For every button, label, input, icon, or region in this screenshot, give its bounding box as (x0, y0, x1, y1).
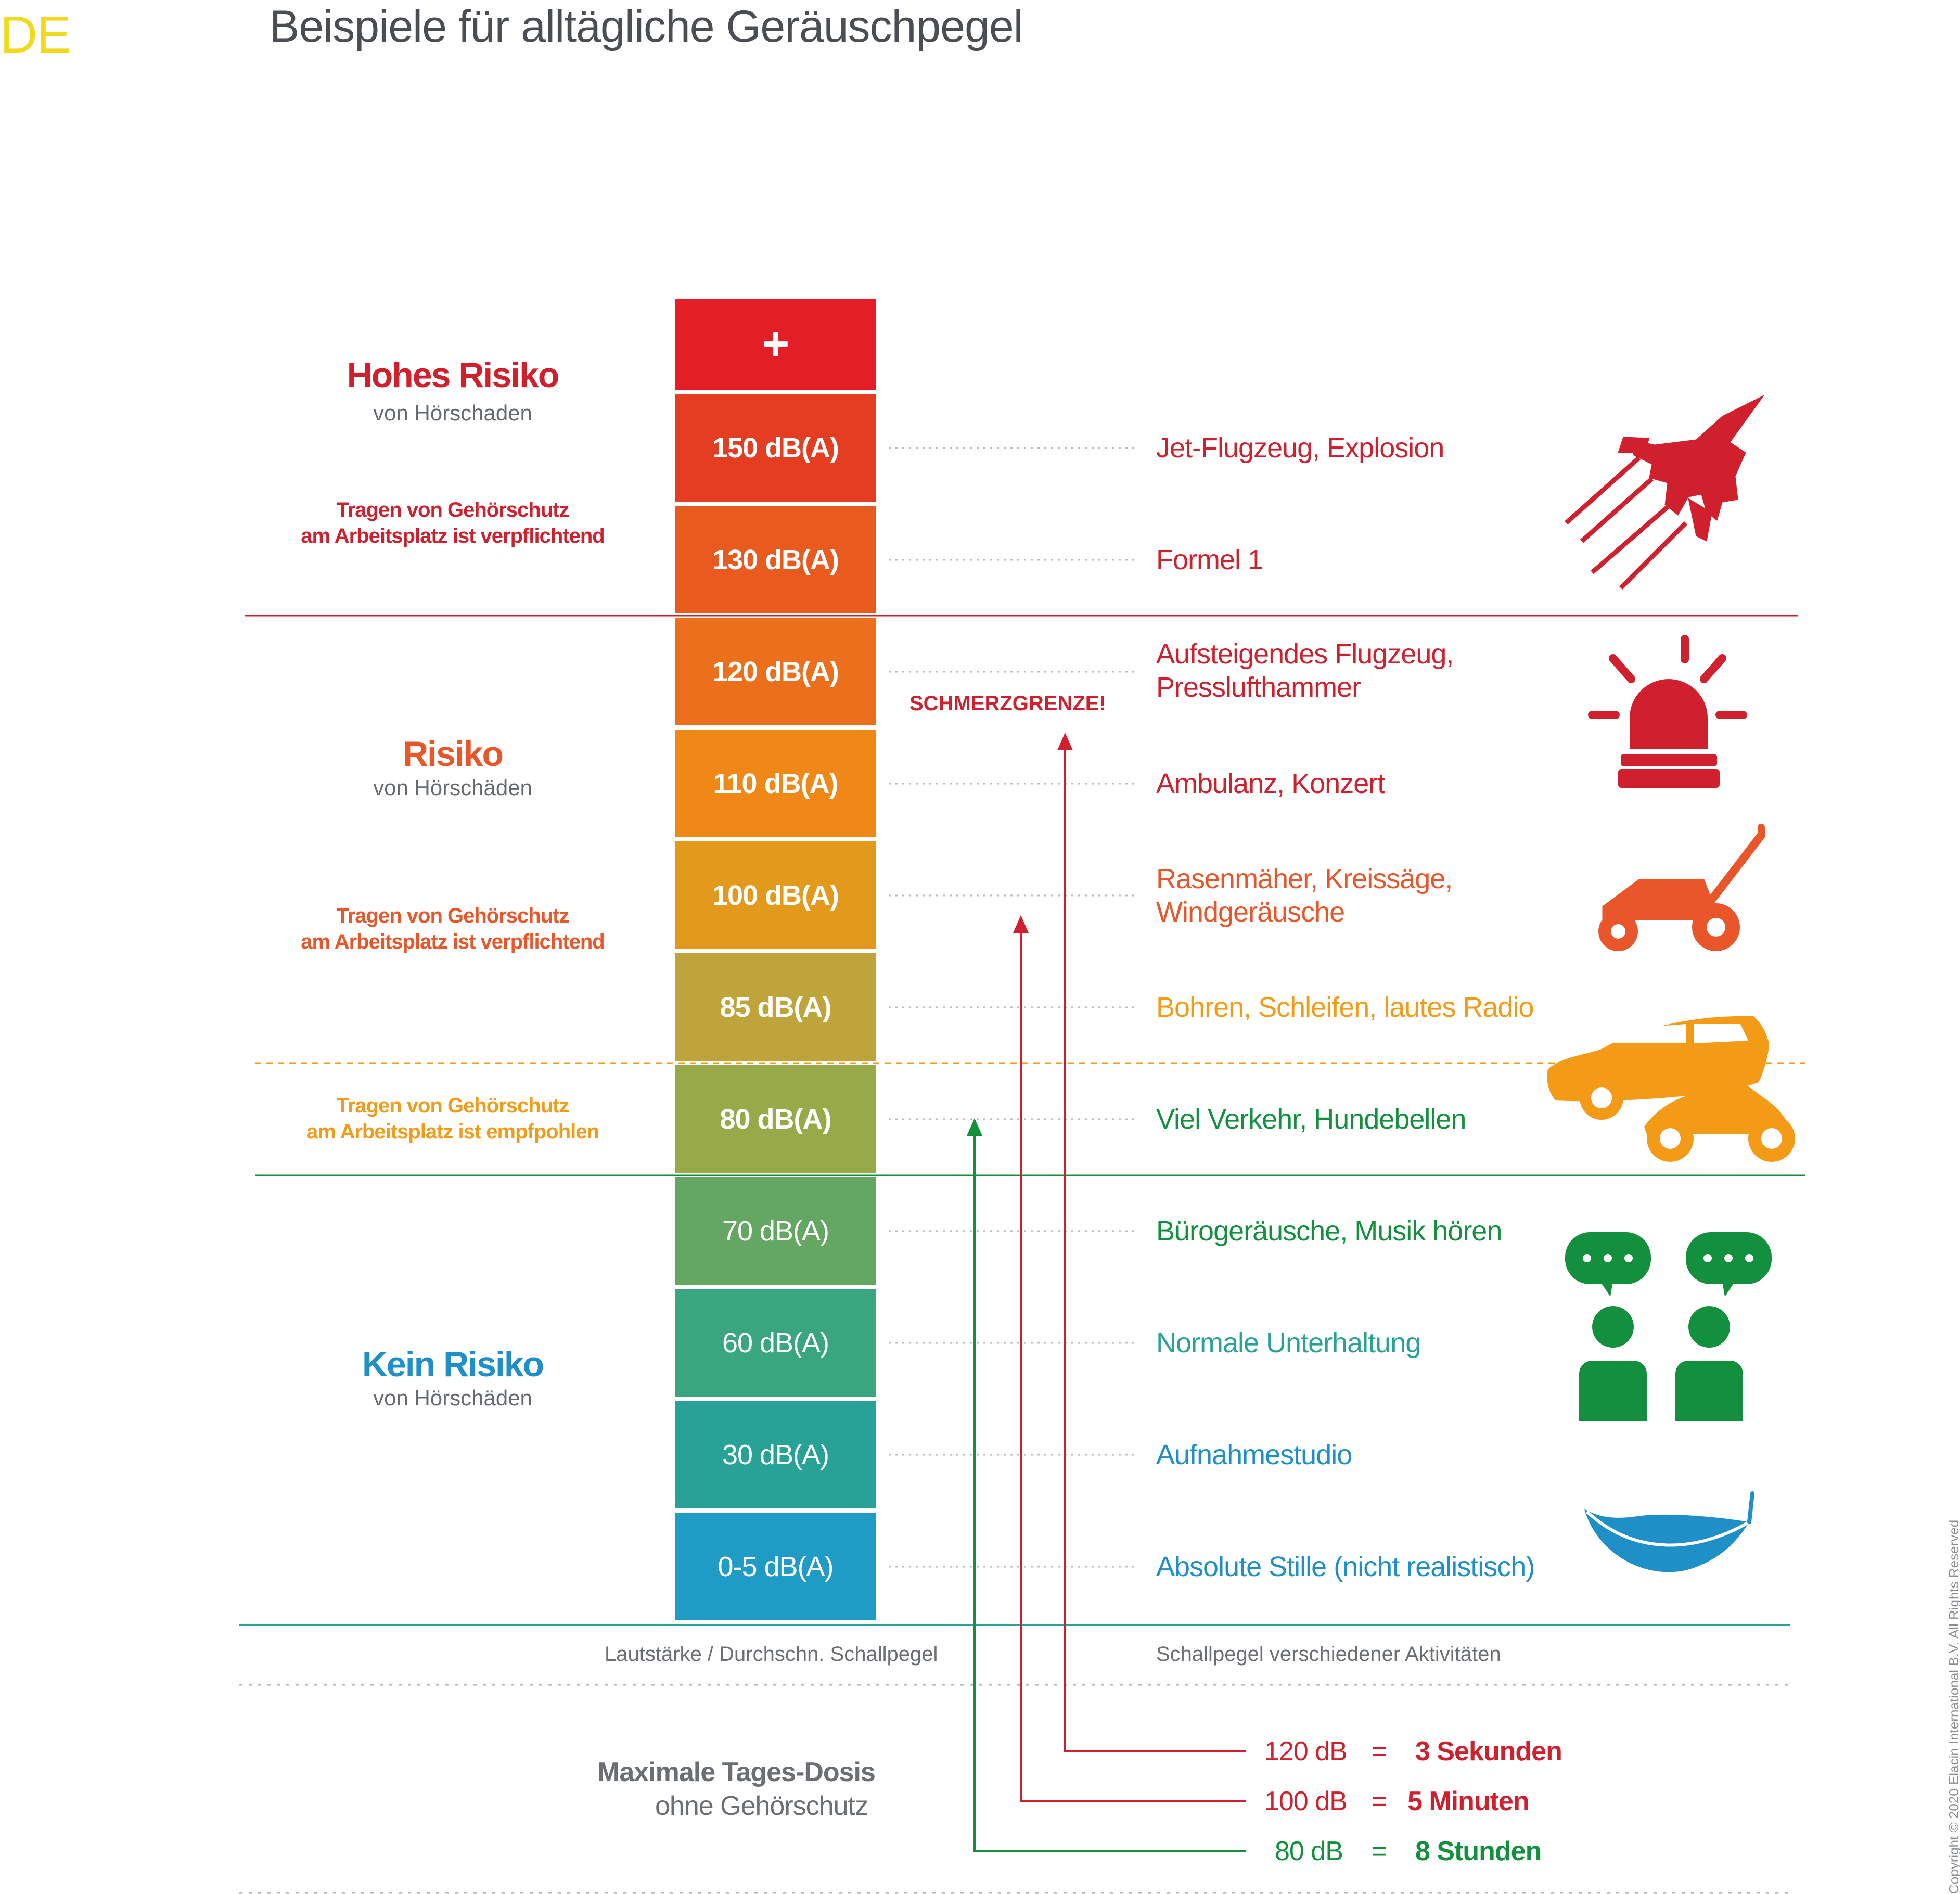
leader-lines (889, 447, 1139, 1568)
dose-level: 80 dB (1275, 1836, 1343, 1866)
activity-label: Viel Verkehr, Hundebellen (1156, 1104, 1466, 1135)
activity-label: Aufnahmestudio (1156, 1439, 1352, 1470)
siren-icon (1588, 635, 1747, 788)
activity-label: Jet-Flugzeug, Explosion (1156, 432, 1444, 464)
dose-level: 120 dB (1264, 1736, 1348, 1767)
scale-cell: + (675, 299, 876, 390)
dose-equals: = (1372, 1786, 1387, 1816)
activity-label: Bohren, Schleifen, lautes Radio (1156, 992, 1534, 1023)
lawnmower-icon (1598, 824, 1765, 951)
dose-equals: = (1372, 1736, 1387, 1767)
dose-equals: = (1372, 1836, 1387, 1866)
zone-safe-title: Kein Risiko (362, 1345, 544, 1384)
arrow-80db (973, 1131, 1246, 1852)
scale-cell: 80 dB(A) (675, 1065, 876, 1173)
activity-label: Formel 1 (1156, 544, 1263, 575)
pain-threshold-label: SCHMERZGRENZE! (909, 692, 1106, 715)
jet-icon (1565, 395, 1764, 590)
scale-cell: 85 dB(A) (675, 953, 876, 1061)
zone-high-note: Tragen von Gehörschutz am Arbeitsplatz i… (301, 498, 605, 547)
scale-cell: 110 dB(A) (675, 730, 876, 837)
scale-cell: 70 dB(A) (675, 1177, 876, 1285)
scale-cell: 100 dB(A) (675, 841, 876, 949)
zone-high-title: Hohes Risiko (347, 355, 560, 395)
activity-label: Rasenmäher, Kreissäge, Windgeräusche (1156, 863, 1453, 928)
activity-label: Ambulanz, Konzert (1156, 768, 1385, 799)
dose-time: 5 Minuten (1407, 1786, 1530, 1816)
people-talking-icon (1565, 1232, 1772, 1420)
dose-time: 8 Stunden (1415, 1836, 1542, 1866)
page-title: Beispiele für alltägliche Geräuschpegel (270, 2, 1023, 52)
scale-cell: 150 dB(A) (675, 394, 876, 502)
activity-label: Bürogeräusche, Musik hören (1156, 1215, 1502, 1247)
feather-icon (1584, 1491, 1754, 1572)
activity-label: Absolute Stille (nicht realistisch) (1156, 1551, 1535, 1582)
activity-label: Aufsteigendes Flugzeug, Presslufthammer (1156, 638, 1454, 703)
zone-risk-title: Risiko (402, 734, 504, 774)
scale-cell: 30 dB(A) (675, 1401, 876, 1508)
zone-risk-note: Tragen von Gehörschutz am Arbeitsplatz i… (301, 904, 605, 953)
activity-label: Normale Unterhaltung (1156, 1327, 1421, 1359)
dose-level: 100 dB (1264, 1786, 1348, 1816)
scale-cell: 60 dB(A) (675, 1289, 876, 1397)
car-icon (1547, 1016, 1795, 1162)
language-tag: DE (0, 6, 71, 64)
zone-recommended-note: Tragen von Gehörschutz am Arbeitsplatz i… (306, 1094, 599, 1143)
caption-right: Schallpegel verschiedener Aktivitäten (1156, 1643, 1501, 1666)
arrow-100db (1020, 928, 1246, 1802)
scale-cell: 130 dB(A) (675, 506, 876, 613)
scale-cell: 120 dB(A) (675, 618, 876, 725)
zone-risk-subtitle: von Hörschäden (373, 775, 532, 800)
zone-safe-subtitle: von Hörschäden (373, 1386, 532, 1410)
scale-cell: 0-5 dB(A) (675, 1513, 876, 1620)
dose-subtitle: ohne Gehörschutz (655, 1791, 868, 1821)
dose-title: Maximale Tages-Dosis (597, 1757, 876, 1787)
dose-time: 3 Sekunden (1415, 1736, 1562, 1767)
zone-high-subtitle: von Hörschaden (373, 401, 532, 425)
caption-left: Lautstärke / Durchschn. Schallpegel (605, 1643, 938, 1666)
arrow-120db (1064, 745, 1246, 1752)
